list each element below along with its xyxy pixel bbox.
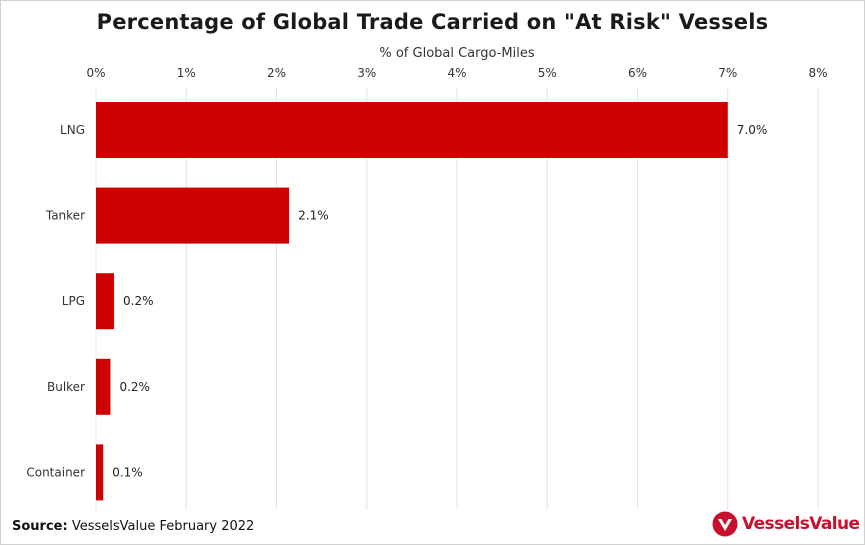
x-axis-ticks: 0% 1% 2% 3% 4% 5% 6% 7% 8% — [86, 66, 827, 80]
vesselsvalue-logo-text: VesselsValue — [742, 514, 860, 534]
bar-lpg — [96, 273, 115, 330]
bar-tanker — [96, 187, 290, 244]
bar-container — [96, 444, 104, 501]
x-tick-label-2: 2% — [267, 66, 286, 80]
x-axis-title: % of Global Cargo-Miles — [379, 46, 535, 61]
x-tick-label-0: 0% — [86, 66, 105, 80]
x-tick-label-7: 7% — [718, 66, 737, 80]
category-label-tanker: Tanker — [45, 209, 85, 223]
source-note: Source: VesselsValue February 2022 — [12, 519, 254, 534]
x-tick-label-8: 8% — [808, 66, 827, 80]
category-label-container: Container — [26, 465, 85, 479]
x-tick-label-3: 3% — [357, 66, 376, 80]
x-tick-label-1: 1% — [177, 66, 196, 80]
vesselsvalue-logo-icon — [712, 511, 738, 537]
category-label-lpg: LPG — [62, 294, 85, 308]
category-label-lng: LNG — [60, 123, 85, 137]
x-tick-label-5: 5% — [538, 66, 557, 80]
data-label-bulker: 0.2% — [119, 380, 150, 394]
x-tick-label-6: 6% — [628, 66, 647, 80]
source-prefix: Source: — [12, 519, 68, 534]
category-labels: LNG Tanker LPG Bulker Container — [26, 123, 85, 479]
bar-bulker — [96, 358, 111, 415]
data-label-tanker: 2.1% — [298, 209, 329, 223]
vesselsvalue-logo: VesselsValue — [712, 511, 860, 537]
chart-title: Percentage of Global Trade Carried on "A… — [96, 10, 769, 34]
data-label-container: 0.1% — [112, 465, 143, 479]
data-label-lpg: 0.2% — [123, 294, 154, 308]
gridlines — [95, 88, 819, 510]
source-text: VesselsValue February 2022 — [71, 519, 255, 534]
bars — [96, 102, 728, 501]
category-label-bulker: Bulker — [47, 380, 85, 394]
data-label-lng: 7.0% — [737, 123, 768, 137]
bar-lng — [96, 102, 728, 158]
x-tick-label-4: 4% — [447, 66, 466, 80]
data-labels: 7.0% 2.1% 0.2% 0.2% 0.1% — [112, 123, 767, 479]
